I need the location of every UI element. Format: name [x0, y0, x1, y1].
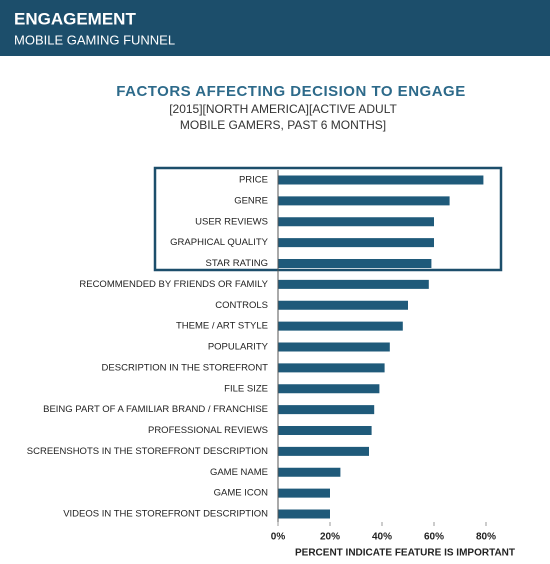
x-axis-title: PERCENT INDICATE FEATURE IS IMPORTANT [295, 548, 515, 559]
bar [278, 467, 341, 477]
bar [278, 426, 372, 435]
bar [278, 300, 408, 310]
y-tick-label: SCREENSHOTS IN THE STOREFRONT DESCRIPTIO… [27, 446, 268, 457]
x-tick-label: 20% [320, 532, 340, 543]
bar [278, 405, 375, 415]
bar [278, 196, 450, 206]
chart-title: FACTORS AFFECTING DECISION TO ENGAGE [116, 83, 465, 100]
y-tick-label: USER REVIEWS [195, 216, 268, 227]
header-title: ENGAGEMENT [14, 9, 136, 28]
bar [278, 488, 330, 498]
y-tick-label: GRAPHICAL QUALITY [170, 237, 269, 248]
y-tick-label: PRICE [239, 175, 268, 186]
header-subtitle: MOBILE GAMING FUNNEL [14, 32, 175, 47]
bar [278, 363, 385, 373]
bar [278, 279, 429, 289]
bar [278, 446, 369, 456]
y-tick-label: GAME ICON [214, 488, 269, 499]
chart-subtitle: MOBILE GAMERS, PAST 6 MONTHS] [180, 118, 386, 132]
y-tick-label: BEING PART OF A FAMILIAR BRAND / FRANCHI… [43, 404, 268, 415]
y-tick-label: VIDEOS IN THE STOREFRONT DESCRIPTION [63, 509, 268, 520]
y-tick-label: FILE SIZE [224, 383, 268, 394]
bar [278, 384, 380, 394]
bar [278, 238, 434, 248]
y-tick-label: POPULARITY [208, 342, 269, 353]
bar [278, 217, 434, 227]
y-tick-label: PROFESSIONAL REVIEWS [148, 425, 268, 436]
x-tick-label: 80% [476, 532, 496, 543]
y-tick-label: THEME / ART STYLE [176, 321, 268, 332]
highlight-box [153, 166, 503, 272]
bar [278, 509, 330, 519]
y-tick-label: GENRE [234, 195, 268, 206]
bar [278, 175, 484, 185]
x-tick-label: 60% [424, 532, 444, 543]
y-tick-label: CONTROLS [215, 300, 268, 311]
bar [278, 342, 390, 352]
bar [278, 259, 432, 268]
y-tick-label: STAR RATING [206, 258, 268, 269]
x-tick-label: 40% [372, 532, 392, 543]
bar [278, 321, 403, 331]
y-tick-label: DESCRIPTION IN THE STOREFRONT [102, 362, 269, 373]
header-bar [0, 0, 550, 56]
x-tick-label: 0% [271, 532, 286, 543]
y-tick-label: GAME NAME [210, 467, 268, 478]
chart-subtitle: [2015][NORTH AMERICA][ACTIVE ADULT [169, 102, 397, 116]
y-tick-label: RECOMMENDED BY FRIENDS OR FAMILY [79, 279, 268, 290]
